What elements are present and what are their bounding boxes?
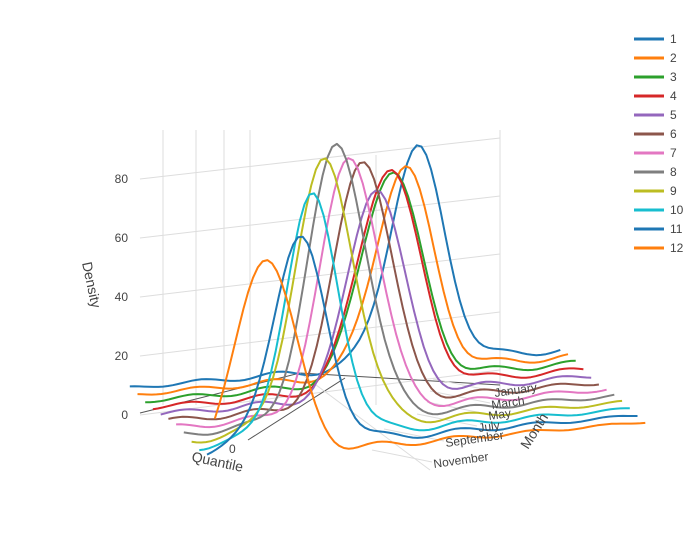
legend-item-8[interactable]: 8 — [634, 165, 677, 179]
series-line-12 — [213, 259, 646, 450]
legend-item-2[interactable]: 2 — [634, 51, 677, 65]
legend-item-4[interactable]: 4 — [634, 89, 677, 103]
legend-item-3[interactable]: 3 — [634, 70, 677, 84]
legend-label: 6 — [670, 127, 677, 141]
y-tick-label: July — [477, 418, 500, 435]
legend-label: 12 — [670, 241, 684, 255]
series-layer — [129, 142, 646, 456]
z-tick-label: 80 — [115, 172, 129, 186]
y-tick-label: March — [490, 393, 525, 412]
legend-label: 1 — [670, 32, 677, 46]
z-tick-label: 40 — [115, 290, 129, 304]
month-gridline — [383, 428, 445, 442]
legend-label: 5 — [670, 108, 677, 122]
z-gridline — [139, 137, 501, 180]
series-line-1 — [129, 144, 561, 388]
y-tick-label: November — [432, 449, 489, 471]
z-tick-label: 0 — [121, 408, 128, 422]
legend-item-7[interactable]: 7 — [634, 146, 677, 160]
floor-diagonal — [299, 372, 431, 471]
z-axis-title: Density — [79, 260, 104, 309]
month-gridline — [371, 449, 433, 463]
legend-item-12[interactable]: 12 — [634, 241, 684, 255]
legend-label: 7 — [670, 146, 677, 160]
month-gridline — [429, 390, 491, 404]
legend-item-6[interactable]: 6 — [634, 127, 677, 141]
legend-label: 3 — [670, 70, 677, 84]
grid-layer — [139, 130, 501, 471]
x-tick-label: 0 — [229, 442, 236, 456]
legend-label: 9 — [670, 184, 677, 198]
x-axis-title: Quantile — [190, 448, 245, 475]
series-line-11 — [206, 235, 638, 456]
series-line-2 — [137, 165, 569, 396]
legend-item-11[interactable]: 11 — [634, 222, 683, 236]
y-tick-label: January — [493, 380, 537, 400]
series-line-10 — [199, 192, 630, 452]
series-line-9 — [191, 157, 623, 444]
legend-item-5[interactable]: 5 — [634, 108, 677, 122]
legend-label: 11 — [670, 222, 683, 236]
series-line-5 — [160, 189, 592, 416]
series-line-8 — [183, 142, 615, 436]
series-line-3 — [145, 171, 576, 404]
z-gridline — [139, 195, 501, 239]
legend-item-1[interactable]: 1 — [634, 32, 677, 46]
series-line-4 — [152, 169, 584, 411]
legend-item-9[interactable]: 9 — [634, 184, 677, 198]
quantile-axis-line — [247, 377, 346, 441]
z-gridline — [139, 369, 501, 416]
z-gridline — [139, 253, 501, 298]
y-tick-label: September — [444, 428, 504, 450]
legend-item-10[interactable]: 10 — [634, 203, 684, 217]
z-tick-label: 20 — [115, 349, 129, 363]
legend-label: 4 — [670, 89, 677, 103]
series-line-6 — [168, 161, 600, 421]
z-tick-label: 60 — [115, 231, 129, 245]
month-gridline — [416, 413, 478, 427]
series-line-7 — [176, 157, 607, 429]
legend-label: 10 — [670, 203, 684, 217]
legend-label: 2 — [670, 51, 677, 65]
legend-label: 8 — [670, 165, 677, 179]
y-tick-label: May — [487, 406, 511, 423]
